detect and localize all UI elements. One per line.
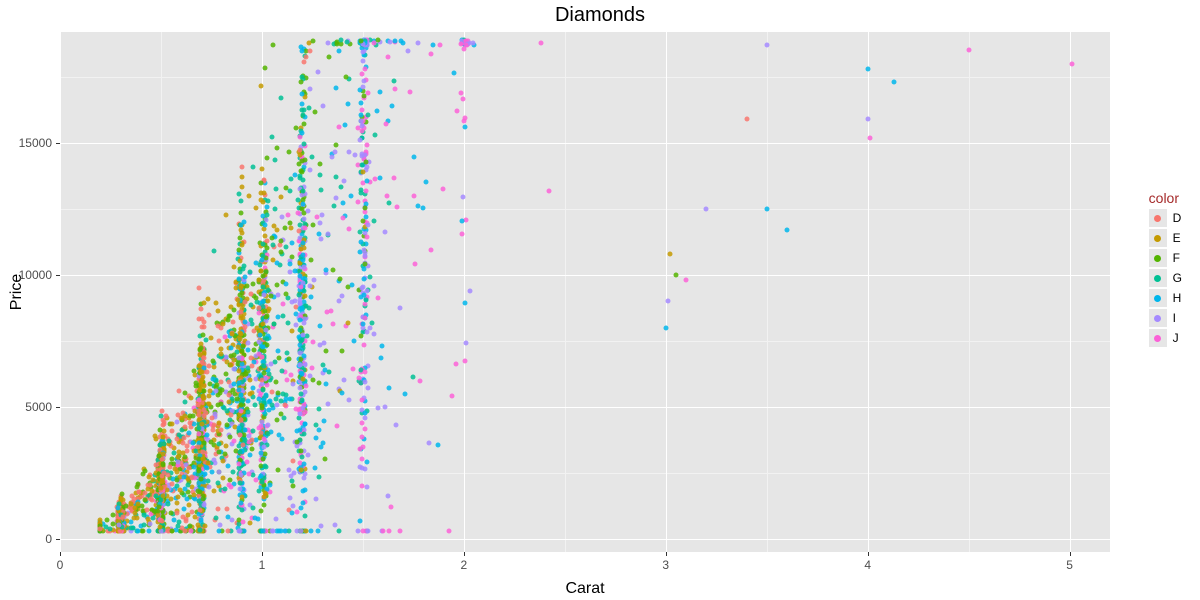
legend-label: J (1173, 331, 1179, 345)
outlier-point (667, 251, 672, 256)
legend: color DEFGHIJ (1149, 190, 1182, 348)
y-tick-label: 5000 (12, 400, 52, 414)
legend-item: G (1149, 268, 1182, 288)
y-tick-label: 15000 (12, 136, 52, 150)
y-tick-label: 10000 (12, 268, 52, 282)
outlier-point (865, 117, 870, 122)
legend-swatch (1149, 229, 1167, 247)
legend-item: D (1149, 208, 1182, 228)
legend-swatch (1149, 309, 1167, 327)
outlier-point (891, 80, 896, 85)
legend-label: D (1173, 211, 1182, 225)
x-tick-label: 0 (57, 558, 64, 572)
legend-item: I (1149, 308, 1182, 328)
x-tick-label: 1 (259, 558, 266, 572)
outlier-point (665, 299, 670, 304)
outlier-point (663, 325, 668, 330)
outlier-point (744, 117, 749, 122)
legend-label: G (1173, 271, 1182, 285)
y-axis-label: Price (8, 32, 26, 552)
legend-swatch (1149, 249, 1167, 267)
outlier-point (673, 272, 678, 277)
legend-label: F (1173, 251, 1180, 265)
legend-swatch (1149, 329, 1167, 347)
outlier-point (1069, 61, 1074, 66)
legend-item: E (1149, 228, 1182, 248)
legend-label: E (1173, 231, 1181, 245)
outlier-point (784, 227, 789, 232)
outlier-point (764, 206, 769, 211)
legend-label: I (1173, 311, 1176, 325)
outlier-point (966, 48, 971, 53)
plot-panel (60, 32, 1110, 552)
legend-item: J (1149, 328, 1182, 348)
outlier-point (867, 135, 872, 140)
legend-item: H (1149, 288, 1182, 308)
chart-title: Diamonds (0, 4, 1200, 27)
x-tick-label: 5 (1066, 558, 1073, 572)
diamonds-scatter-chart: Diamonds Price 0 1 2 3 4 5 0 5000 10000 15000 Ca… (0, 0, 1200, 600)
legend-swatch (1149, 289, 1167, 307)
x-tick-label: 3 (662, 558, 669, 572)
legend-swatch (1149, 269, 1167, 287)
legend-title: color (1149, 190, 1182, 206)
outlier-point (764, 43, 769, 48)
legend-label: H (1173, 291, 1182, 305)
x-axis-label: Carat (60, 580, 1110, 598)
legend-item: F (1149, 248, 1182, 268)
points-layer (60, 32, 1110, 552)
x-tick-label: 4 (864, 558, 871, 572)
outlier-point (865, 66, 870, 71)
y-tick-label: 0 (12, 532, 52, 546)
outlier-point (683, 278, 688, 283)
legend-swatch (1149, 209, 1167, 227)
x-tick-label: 2 (461, 558, 468, 572)
outlier-point (704, 206, 709, 211)
